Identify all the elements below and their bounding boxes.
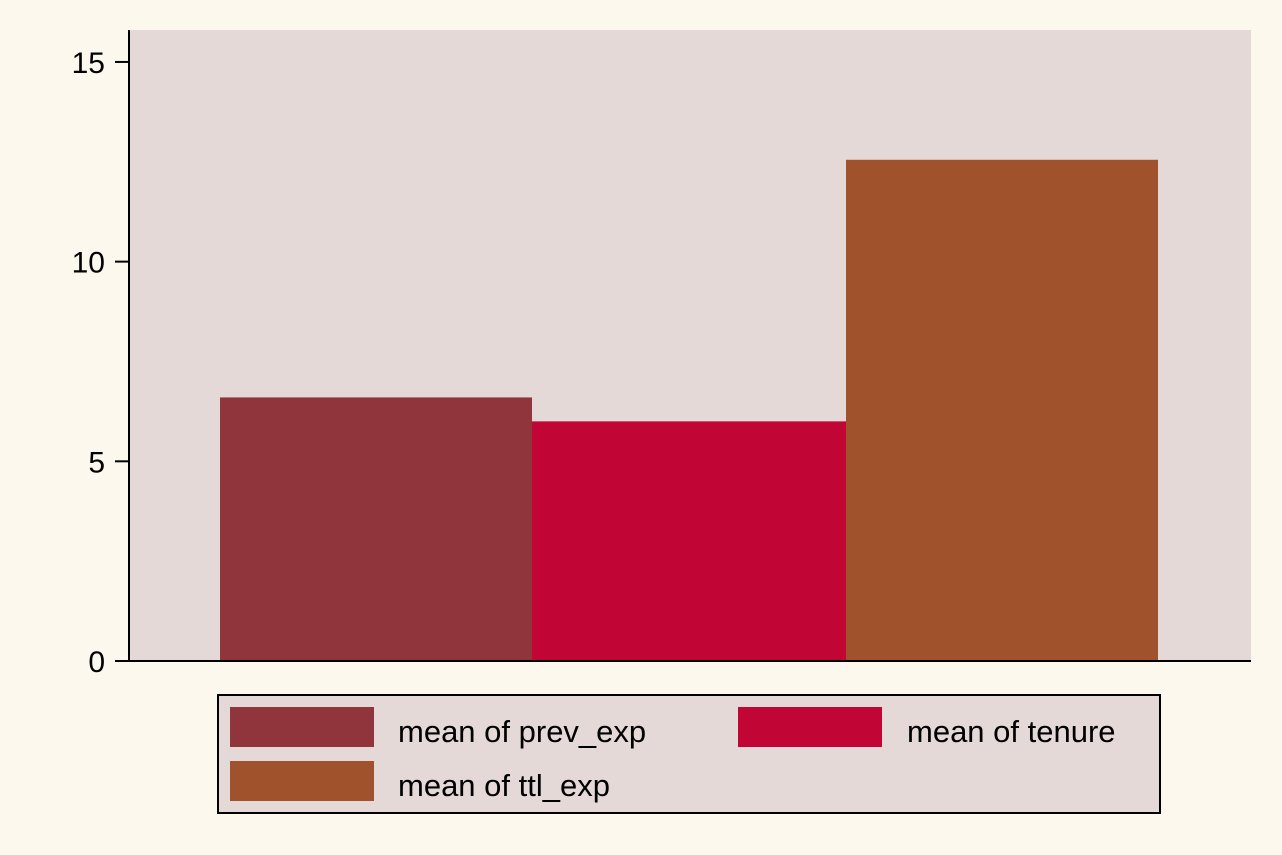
- bars-group: [220, 159, 1158, 661]
- y-tick-label: 15: [72, 47, 105, 80]
- legend: mean of prev_exp mean of tenure mean of tt…: [217, 694, 1161, 814]
- legend-label: mean of prev_exp: [398, 714, 646, 749]
- legend-swatch: [230, 761, 374, 801]
- y-axis: 0 5 10 15: [72, 30, 130, 679]
- bar-mean-of-ttl-exp: [846, 159, 1158, 661]
- legend-swatch: [738, 707, 882, 747]
- y-tick-label: 5: [88, 446, 105, 479]
- y-tick-label: 0: [88, 646, 105, 679]
- bar-mean-of-tenure: [532, 421, 846, 661]
- legend-label: mean of tenure: [907, 714, 1116, 749]
- legend-box: [217, 694, 1161, 814]
- bar-mean-of-prev-exp: [220, 397, 532, 661]
- legend-swatch: [230, 707, 374, 747]
- y-tick-label: 10: [72, 247, 105, 280]
- legend-label: mean of ttl_exp: [398, 768, 610, 803]
